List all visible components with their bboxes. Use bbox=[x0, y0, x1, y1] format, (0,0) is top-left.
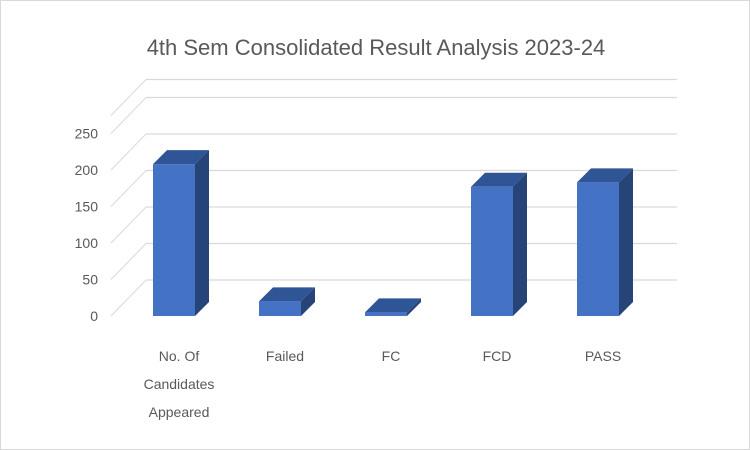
bar-top bbox=[577, 168, 633, 183]
bar-top bbox=[365, 298, 421, 313]
gridline-diagonal bbox=[110, 279, 147, 317]
y-tick-label: 100 bbox=[75, 235, 99, 251]
bar-top bbox=[153, 150, 209, 165]
gridline-diagonal bbox=[110, 133, 147, 171]
bar-front bbox=[577, 182, 619, 316]
bar-side bbox=[407, 298, 421, 316]
bar-side bbox=[195, 150, 209, 316]
y-tick-label: 250 bbox=[75, 126, 99, 142]
bar-side bbox=[619, 168, 633, 316]
bar bbox=[577, 168, 633, 316]
y-axis-ticks: 0 50 100 150 200 250 bbox=[75, 126, 99, 325]
x-category-label: FC bbox=[382, 348, 401, 364]
bar-front bbox=[471, 186, 513, 316]
bar-front bbox=[259, 301, 301, 316]
x-category-label: No. Of Candidates Appeared bbox=[144, 348, 215, 420]
bar bbox=[365, 298, 421, 316]
gridline-diagonal bbox=[110, 206, 147, 244]
y-tick-label: 0 bbox=[90, 308, 98, 324]
gridline-diagonal bbox=[110, 79, 147, 116]
bar-top bbox=[259, 287, 315, 302]
chart-title: 4th Sem Consolidated Result Analysis 202… bbox=[147, 35, 606, 60]
bars bbox=[153, 150, 633, 316]
x-category-label: FCD bbox=[483, 348, 512, 364]
y-tick-label: 200 bbox=[75, 162, 99, 178]
gridline-diagonal bbox=[110, 170, 147, 207]
gridlines bbox=[110, 78, 677, 317]
bar-front bbox=[153, 164, 195, 316]
gridline-diagonal bbox=[110, 243, 147, 280]
bar-side bbox=[513, 172, 527, 316]
x-axis-categories: No. Of Candidates Appeared Failed FC FCD PASS bbox=[144, 348, 622, 420]
bar bbox=[471, 172, 527, 316]
bar bbox=[259, 287, 315, 316]
gridline-diagonal bbox=[110, 97, 147, 134]
bar bbox=[153, 150, 209, 316]
bar-top bbox=[471, 172, 527, 187]
x-category-label: Failed bbox=[266, 348, 304, 364]
y-tick-label: 150 bbox=[75, 199, 99, 215]
x-category-label: PASS bbox=[585, 348, 621, 364]
y-tick-label: 50 bbox=[82, 272, 98, 288]
bar-front bbox=[365, 312, 407, 316]
bar-side bbox=[301, 287, 315, 316]
